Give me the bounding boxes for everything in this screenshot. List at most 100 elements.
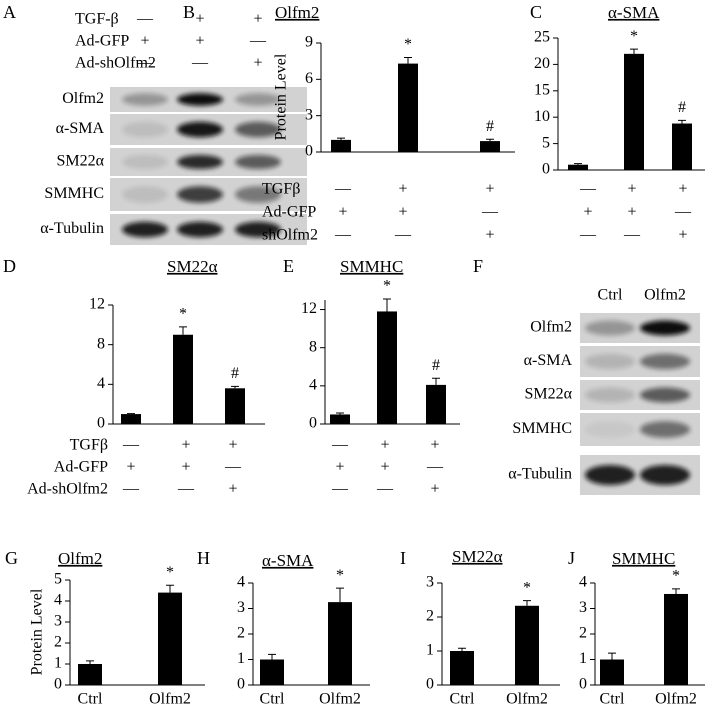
- error-bar: [432, 377, 440, 385]
- treatment-sign: +: [338, 204, 347, 221]
- blot-band: [122, 121, 168, 138]
- treatment-sign: —: [122, 437, 140, 454]
- bar: [600, 659, 624, 685]
- bar: [398, 63, 418, 152]
- treatment-sign: +: [126, 459, 135, 476]
- chart-title: SMMHC: [340, 257, 403, 276]
- treatment-sign: +: [253, 55, 262, 72]
- lane-label: Ctrl: [598, 287, 623, 304]
- chart-title: Olfm2: [58, 549, 102, 568]
- treatment-label: Ad-GFP: [75, 33, 129, 50]
- y-tick-label: 1: [54, 655, 62, 672]
- y-tick-label: 0: [426, 676, 434, 693]
- bar: [225, 388, 245, 424]
- treatment-sign: +: [181, 437, 190, 454]
- panel-letter: C: [530, 2, 542, 22]
- chart-title: SM22α: [167, 257, 218, 276]
- y-tick-label: 0: [309, 415, 317, 432]
- chart-title: SM22α: [452, 547, 503, 566]
- y-tick-label: 4: [54, 592, 62, 609]
- blot-band: [177, 186, 223, 203]
- x-tick-label: Olfm2: [655, 691, 697, 707]
- treatment-sign: +: [140, 33, 149, 50]
- blot-band: [177, 155, 223, 169]
- y-tick-label: 4: [237, 574, 245, 591]
- treatment-sign: —: [224, 459, 242, 476]
- bar: [515, 605, 539, 685]
- y-tick-label: 4: [579, 574, 587, 591]
- blot-band: [177, 221, 223, 238]
- y-tick-label: 0: [542, 161, 550, 178]
- treatment-sign: +: [430, 437, 439, 454]
- panel-letter: D: [3, 256, 16, 276]
- bar: [330, 414, 350, 424]
- error-bar: [608, 652, 616, 660]
- y-tick-label: 8: [97, 335, 105, 352]
- treatment-sign: +: [678, 227, 687, 244]
- blot-band: [585, 387, 635, 403]
- significance-mark: *: [404, 36, 412, 53]
- y-tick-label: 2: [237, 625, 245, 642]
- bar: [331, 139, 351, 152]
- chart-title: Olfm2: [275, 3, 319, 22]
- bar: [672, 123, 692, 170]
- error-bar: [231, 385, 239, 389]
- blot-band: [235, 186, 281, 203]
- y-tick-label: 0: [54, 676, 62, 693]
- significance-mark: *: [383, 278, 391, 295]
- blot-band: [177, 93, 223, 106]
- y-tick-label: 20: [534, 55, 550, 72]
- x-tick-label: Ctrl: [600, 691, 625, 707]
- treatment-label: TGFβ: [262, 181, 300, 198]
- treatment-sign: —: [177, 481, 195, 498]
- treatment-sign: +: [398, 181, 407, 198]
- significance-mark: *: [336, 567, 344, 584]
- y-axis-label: Protein Level: [273, 53, 290, 140]
- x-tick-label: Ctrl: [78, 691, 103, 707]
- chart-title: SMMHC: [612, 549, 675, 568]
- blot-band: [235, 155, 281, 169]
- band-label: SMMHC: [512, 420, 572, 437]
- blot-band: [640, 465, 690, 485]
- treatment-sign: —: [191, 55, 209, 72]
- y-tick-label: 3: [426, 574, 434, 591]
- bar: [624, 53, 644, 171]
- y-tick-label: 1: [426, 642, 434, 659]
- blot-band: [122, 155, 168, 169]
- band-label: SM22α: [524, 386, 572, 403]
- y-tick-label: 0: [237, 676, 245, 693]
- y-tick-label: 1: [237, 650, 245, 667]
- y-tick-label: 6: [305, 70, 313, 87]
- error-bar: [678, 119, 686, 124]
- x-tick-label: Olfm2: [319, 691, 361, 707]
- y-tick-label: 0: [305, 143, 313, 160]
- y-tick-label: 3: [54, 613, 62, 630]
- bar: [664, 593, 688, 685]
- error-bar: [486, 138, 494, 142]
- treatment-sign: —: [394, 227, 412, 244]
- treatment-sign: +: [398, 204, 407, 221]
- panel-letter: G: [5, 548, 18, 568]
- blot-band: [640, 353, 690, 370]
- error-bar: [383, 298, 391, 312]
- treatment-sign: +: [335, 459, 344, 476]
- treatment-label: Ad-shOlfm2: [27, 481, 108, 498]
- band-label: Olfm2: [530, 319, 572, 336]
- error-bar: [404, 57, 412, 64]
- treatment-label: shOlfm2: [262, 227, 318, 244]
- bar: [450, 651, 474, 685]
- significance-mark: *: [630, 28, 638, 45]
- blot-band: [640, 421, 690, 438]
- blot-band: [122, 186, 168, 203]
- blot-band: [235, 221, 281, 238]
- treatment-sign: —: [136, 55, 154, 72]
- blot-band: [177, 121, 223, 138]
- error-bar: [268, 653, 276, 660]
- treatment-sign: +: [195, 11, 204, 28]
- treatment-sign: —: [136, 11, 154, 28]
- panel-letter: A: [3, 2, 16, 22]
- y-tick-label: 2: [54, 634, 62, 651]
- x-tick-label: Ctrl: [260, 691, 285, 707]
- treatment-sign: +: [678, 181, 687, 198]
- y-tick-label: 12: [89, 296, 105, 313]
